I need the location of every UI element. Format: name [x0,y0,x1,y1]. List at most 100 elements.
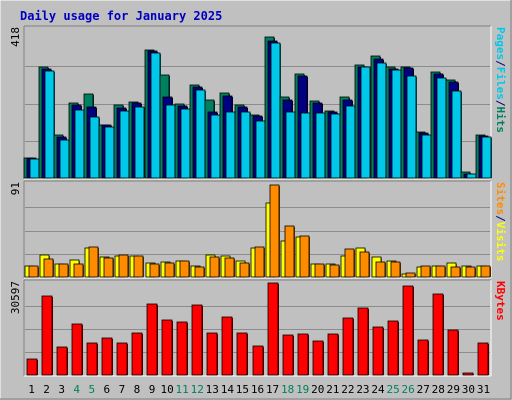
x-tick-label: 24 [371,383,385,396]
bar-kbytes-day-15 [236,332,248,376]
bar-sites-day-10 [164,262,175,278]
x-tick-label: 5 [88,383,95,396]
x-tick-label: 8 [134,383,141,396]
bar-kbytes-day-22 [342,317,354,376]
bar-kbytes-day-26 [402,285,414,376]
bar-sites-day-27 [420,265,431,278]
bar-kbytes-day-27 [417,339,429,376]
bar-pages-day-2 [44,70,55,179]
bar-sites-day-24 [375,261,386,278]
bar-kbytes-day-14 [221,316,233,376]
legend-entry: Pages [494,27,507,60]
bar-sites-day-13 [209,256,220,278]
x-tick-label: 30 [462,383,475,396]
bar-pages-day-14 [225,111,236,179]
y-max-label: 30597 [9,281,22,314]
bar-pages-day-10 [165,104,176,179]
legend-entry: / [494,215,507,222]
x-tick-label: 26 [402,383,415,396]
bar-pages-day-17 [270,42,281,179]
x-tick-label: 2 [43,383,50,396]
bar-sites-day-17 [269,184,280,278]
bar-pages-day-6 [104,126,115,179]
bar-sites-day-2 [43,258,54,278]
bar-sites-day-6 [103,257,114,278]
bar-pages-day-9 [150,52,161,179]
series-legend-middle: Sites/Visits [494,182,507,262]
x-tick-label: 31 [477,383,490,396]
panel-top: 418 Pages/Files/Hits [9,25,507,180]
bar-kbytes-day-10 [161,319,173,376]
bar-kbytes-day-25 [387,320,399,376]
bar-pages-day-7 [119,110,130,179]
bar-sites-day-11 [179,260,190,278]
bar-kbytes-day-18 [282,334,294,376]
x-tick-label: 29 [447,383,460,396]
legend-entry: Sites [494,182,507,215]
series-legend-bottom: KBytes [494,281,507,321]
bar-sites-day-30 [465,266,476,278]
x-tick-label: 16 [251,383,264,396]
x-tick-label: 15 [236,383,249,396]
bar-pages-day-3 [59,139,70,179]
bar-sites-day-5 [88,246,99,278]
x-tick-label: 4 [73,383,80,396]
x-tick-label: 13 [206,383,219,396]
bar-sites-day-7 [118,254,129,278]
bar-sites-day-15 [239,262,250,278]
x-tick-label: 21 [326,383,339,396]
legend-entry: Files [494,67,507,100]
legend-entry: KBytes [494,281,507,321]
x-tick-label: 27 [417,383,430,396]
x-tick-label: 10 [160,383,173,396]
bar-sites-day-26 [405,272,416,278]
bar-pages-day-4 [74,109,85,179]
bar-kbytes-day-17 [267,282,279,376]
bar-kbytes-day-5 [86,342,98,376]
panel-bottom: 30597 KBytes [9,279,507,377]
bar-pages-day-11 [180,108,191,179]
x-tick-label: 22 [341,383,354,396]
bar-kbytes-day-13 [206,332,218,376]
bar-sites-day-18 [284,225,295,278]
bar-kbytes-day-4 [71,323,83,376]
bar-kbytes-day-6 [101,337,113,376]
bar-kbytes-day-29 [447,329,459,376]
legend-entry: / [494,100,507,107]
bar-kbytes-day-28 [432,293,444,376]
x-tick-label: 6 [104,383,111,396]
bar-pages-day-29 [451,90,462,179]
bar-pages-day-8 [134,106,145,179]
bar-pages-day-18 [285,111,296,179]
x-tick-label: 3 [58,383,65,396]
bar-kbytes-day-19 [297,333,309,376]
bar-sites-day-9 [149,263,160,278]
bar-sites-day-23 [359,251,370,278]
bar-pages-day-21 [330,113,341,179]
bar-sites-day-3 [58,263,69,278]
x-tick-label: 18 [281,383,294,396]
x-axis-labels: 1 2 3 4 5 6 7 8 9 10 11 12 13 14 15 16 17 18 19 20 21 22 23 24 2… [28,383,490,396]
y-max-label: 91 [9,182,22,195]
bar-pages-day-27 [421,134,432,179]
legend-entry: Visits [494,222,507,262]
legend-entry: / [494,60,507,67]
bar-pages-day-15 [240,111,251,179]
bar-kbytes-day-11 [176,321,188,376]
bar-pages-day-25 [391,69,402,179]
bar-kbytes-day-7 [116,342,128,376]
bar-sites-day-28 [435,265,446,278]
panel-middle: 91 Sites/Visits [9,180,507,279]
bar-pages-day-26 [406,75,417,179]
bar-kbytes-day-12 [191,304,203,376]
x-tick-label: 1 [28,383,35,396]
bar-kbytes-day-1 [26,358,38,376]
bar-pages-day-13 [210,114,221,179]
bar-pages-day-24 [376,62,387,179]
bar-kbytes-day-16 [252,345,264,376]
bar-sites-day-20 [314,263,325,278]
chart-title: Daily usage for January 2025 [20,9,222,23]
